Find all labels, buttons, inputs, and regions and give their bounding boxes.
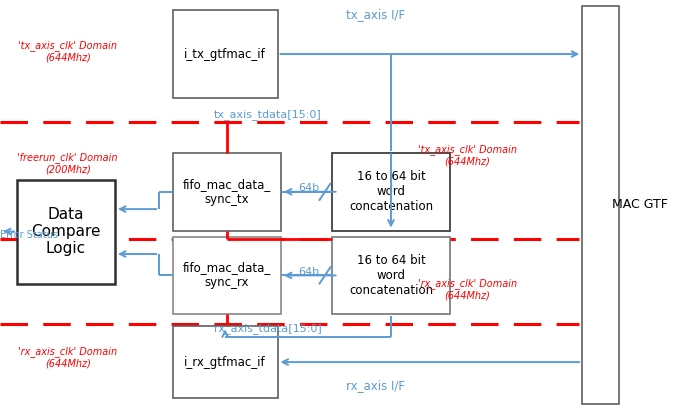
Text: 64b: 64b (298, 267, 320, 277)
Text: 'tx_axis_clk' Domain
(644Mhz): 'tx_axis_clk' Domain (644Mhz) (418, 144, 517, 166)
Text: 16 to 64 bit
word
concatenation: 16 to 64 bit word concatenation (349, 254, 433, 297)
Text: rx_axis I/F: rx_axis I/F (346, 379, 406, 392)
Text: 'freerun_clk' Domain
(200Mhz): 'freerun_clk' Domain (200Mhz) (18, 152, 118, 175)
Bar (173, 326, 278, 398)
Text: fifo_mac_data_
sync_rx: fifo_mac_data_ sync_rx (183, 262, 271, 289)
Text: rx_axis_tdata[15:0]: rx_axis_tdata[15:0] (213, 323, 322, 334)
Text: 'rx_axis_clk' Domain
(644Mhz): 'rx_axis_clk' Domain (644Mhz) (18, 346, 117, 368)
Text: tx_axis I/F: tx_axis I/F (346, 8, 406, 21)
Bar (332, 237, 450, 314)
Text: i_tx_gtfmac_if: i_tx_gtfmac_if (184, 48, 266, 60)
Text: tx_axis_tdata[15:0]: tx_axis_tdata[15:0] (213, 109, 322, 120)
Text: MAC GTF: MAC GTF (612, 197, 668, 211)
Text: i_rx_gtfmac_if: i_rx_gtfmac_if (184, 356, 266, 368)
Text: 64b: 64b (298, 184, 320, 193)
Bar (173, 153, 281, 231)
Bar (332, 153, 450, 231)
Bar (173, 237, 281, 314)
Text: Error Status: Error Status (0, 230, 58, 239)
Text: 16 to 64 bit
word
concatenation: 16 to 64 bit word concatenation (349, 170, 433, 213)
Text: 'tx_axis_clk' Domain
(644Mhz): 'tx_axis_clk' Domain (644Mhz) (18, 40, 117, 62)
Bar (582, 6, 619, 404)
Text: Data
Compare
Logic: Data Compare Logic (31, 206, 101, 257)
Text: fifo_mac_data_
sync_tx: fifo_mac_data_ sync_tx (183, 178, 271, 206)
Bar (17, 180, 115, 284)
Text: 'rx_axis_clk' Domain
(644Mhz): 'rx_axis_clk' Domain (644Mhz) (418, 278, 517, 301)
Bar (173, 10, 278, 98)
